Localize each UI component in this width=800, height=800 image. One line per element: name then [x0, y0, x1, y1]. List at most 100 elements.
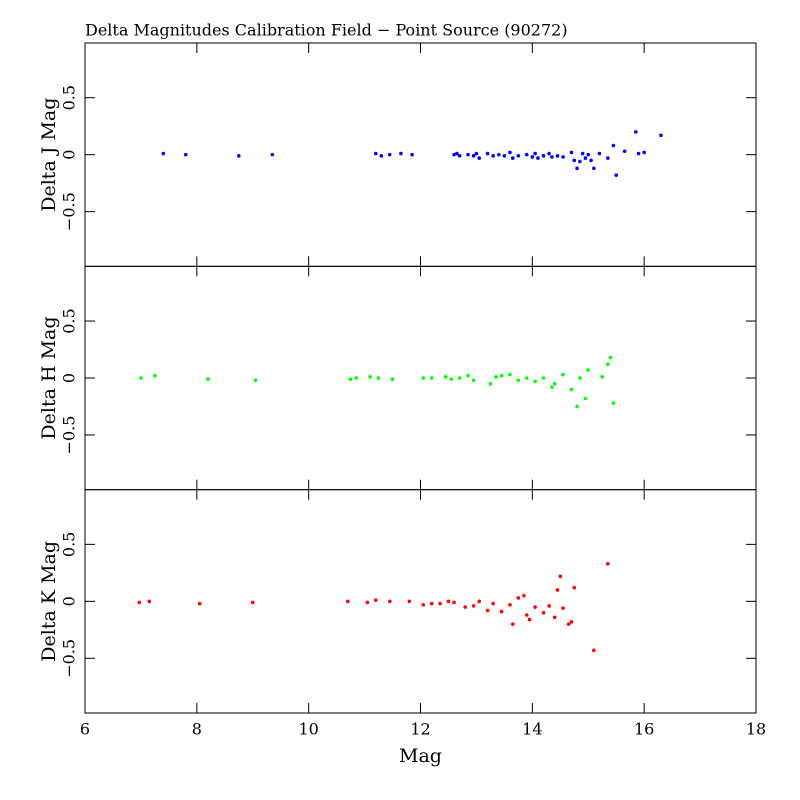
point [555, 588, 560, 592]
point [510, 622, 515, 626]
point [429, 376, 434, 380]
point [659, 133, 663, 138]
point [541, 376, 546, 380]
point [452, 600, 456, 605]
point [583, 156, 588, 160]
point [443, 375, 448, 379]
point [376, 376, 381, 380]
point [642, 150, 646, 155]
point [354, 376, 358, 380]
point [597, 151, 602, 156]
x-axis-label: Mag [399, 745, 442, 767]
y-axis-label: Delta H Mag [38, 316, 60, 439]
y-tick-label: 0 [60, 373, 79, 383]
point [527, 617, 532, 622]
point [446, 599, 451, 604]
point [516, 596, 521, 600]
point [466, 152, 470, 157]
y-tick-label: 0.5 [60, 532, 79, 557]
point [592, 166, 596, 171]
point [633, 130, 638, 134]
point [580, 151, 585, 156]
point [387, 152, 392, 157]
point [421, 602, 426, 607]
point [197, 601, 202, 606]
point [390, 377, 395, 381]
chart-title: Delta Magnitudes Calibration Field − Poi… [85, 21, 568, 40]
point [407, 599, 412, 604]
x-tick-label: 6 [80, 720, 90, 739]
point [550, 155, 554, 159]
point [583, 396, 588, 401]
y-tick-label: 0 [60, 150, 79, 160]
point [606, 561, 610, 566]
point [566, 622, 571, 626]
point [524, 376, 529, 380]
y-axis-label: Delta K Mag [38, 541, 60, 662]
y-tick-label: 0.5 [60, 308, 79, 333]
point [471, 378, 476, 383]
point [471, 154, 476, 158]
y-tick-label: −0.5 [60, 192, 79, 231]
point [421, 376, 426, 380]
point [561, 606, 565, 610]
point [236, 154, 241, 158]
point [368, 375, 372, 379]
point [561, 155, 565, 159]
y-tick-label: 0 [60, 596, 79, 606]
point [575, 404, 579, 409]
point [463, 605, 468, 609]
point [547, 151, 551, 156]
point [499, 609, 504, 614]
point [606, 156, 610, 160]
point [379, 154, 384, 158]
point [508, 150, 512, 155]
point [586, 152, 591, 157]
point [536, 156, 540, 160]
y-tick-label: 0.5 [60, 85, 79, 110]
panel-frame [84, 265, 757, 491]
point [569, 387, 574, 392]
point [508, 372, 512, 377]
point [387, 599, 392, 604]
point [502, 154, 507, 158]
point [477, 156, 482, 160]
point [592, 648, 596, 653]
point [139, 376, 143, 380]
point [586, 368, 591, 372]
point [516, 378, 521, 383]
x-tick-label: 14 [522, 720, 542, 739]
point [606, 362, 610, 367]
point [206, 377, 210, 381]
point [611, 401, 616, 405]
point [552, 615, 557, 620]
y-axis-label: Delta J Mag [38, 98, 60, 212]
point [600, 375, 605, 379]
point [510, 156, 515, 160]
point [253, 378, 258, 383]
point [499, 373, 504, 378]
point [491, 601, 495, 606]
point [578, 376, 582, 380]
point [541, 610, 546, 615]
x-tick-label: 10 [298, 720, 318, 739]
point [429, 601, 434, 606]
point [438, 601, 442, 606]
point [572, 585, 577, 590]
point [622, 149, 627, 154]
point [455, 151, 459, 156]
point [552, 381, 557, 386]
point [466, 373, 470, 378]
point [346, 599, 350, 604]
point [541, 154, 546, 158]
point [524, 613, 529, 617]
point [452, 152, 456, 157]
point [471, 604, 476, 608]
point [533, 605, 537, 609]
point [477, 599, 482, 604]
point [488, 381, 493, 386]
point [348, 377, 353, 381]
point [485, 608, 490, 613]
point [522, 593, 526, 598]
